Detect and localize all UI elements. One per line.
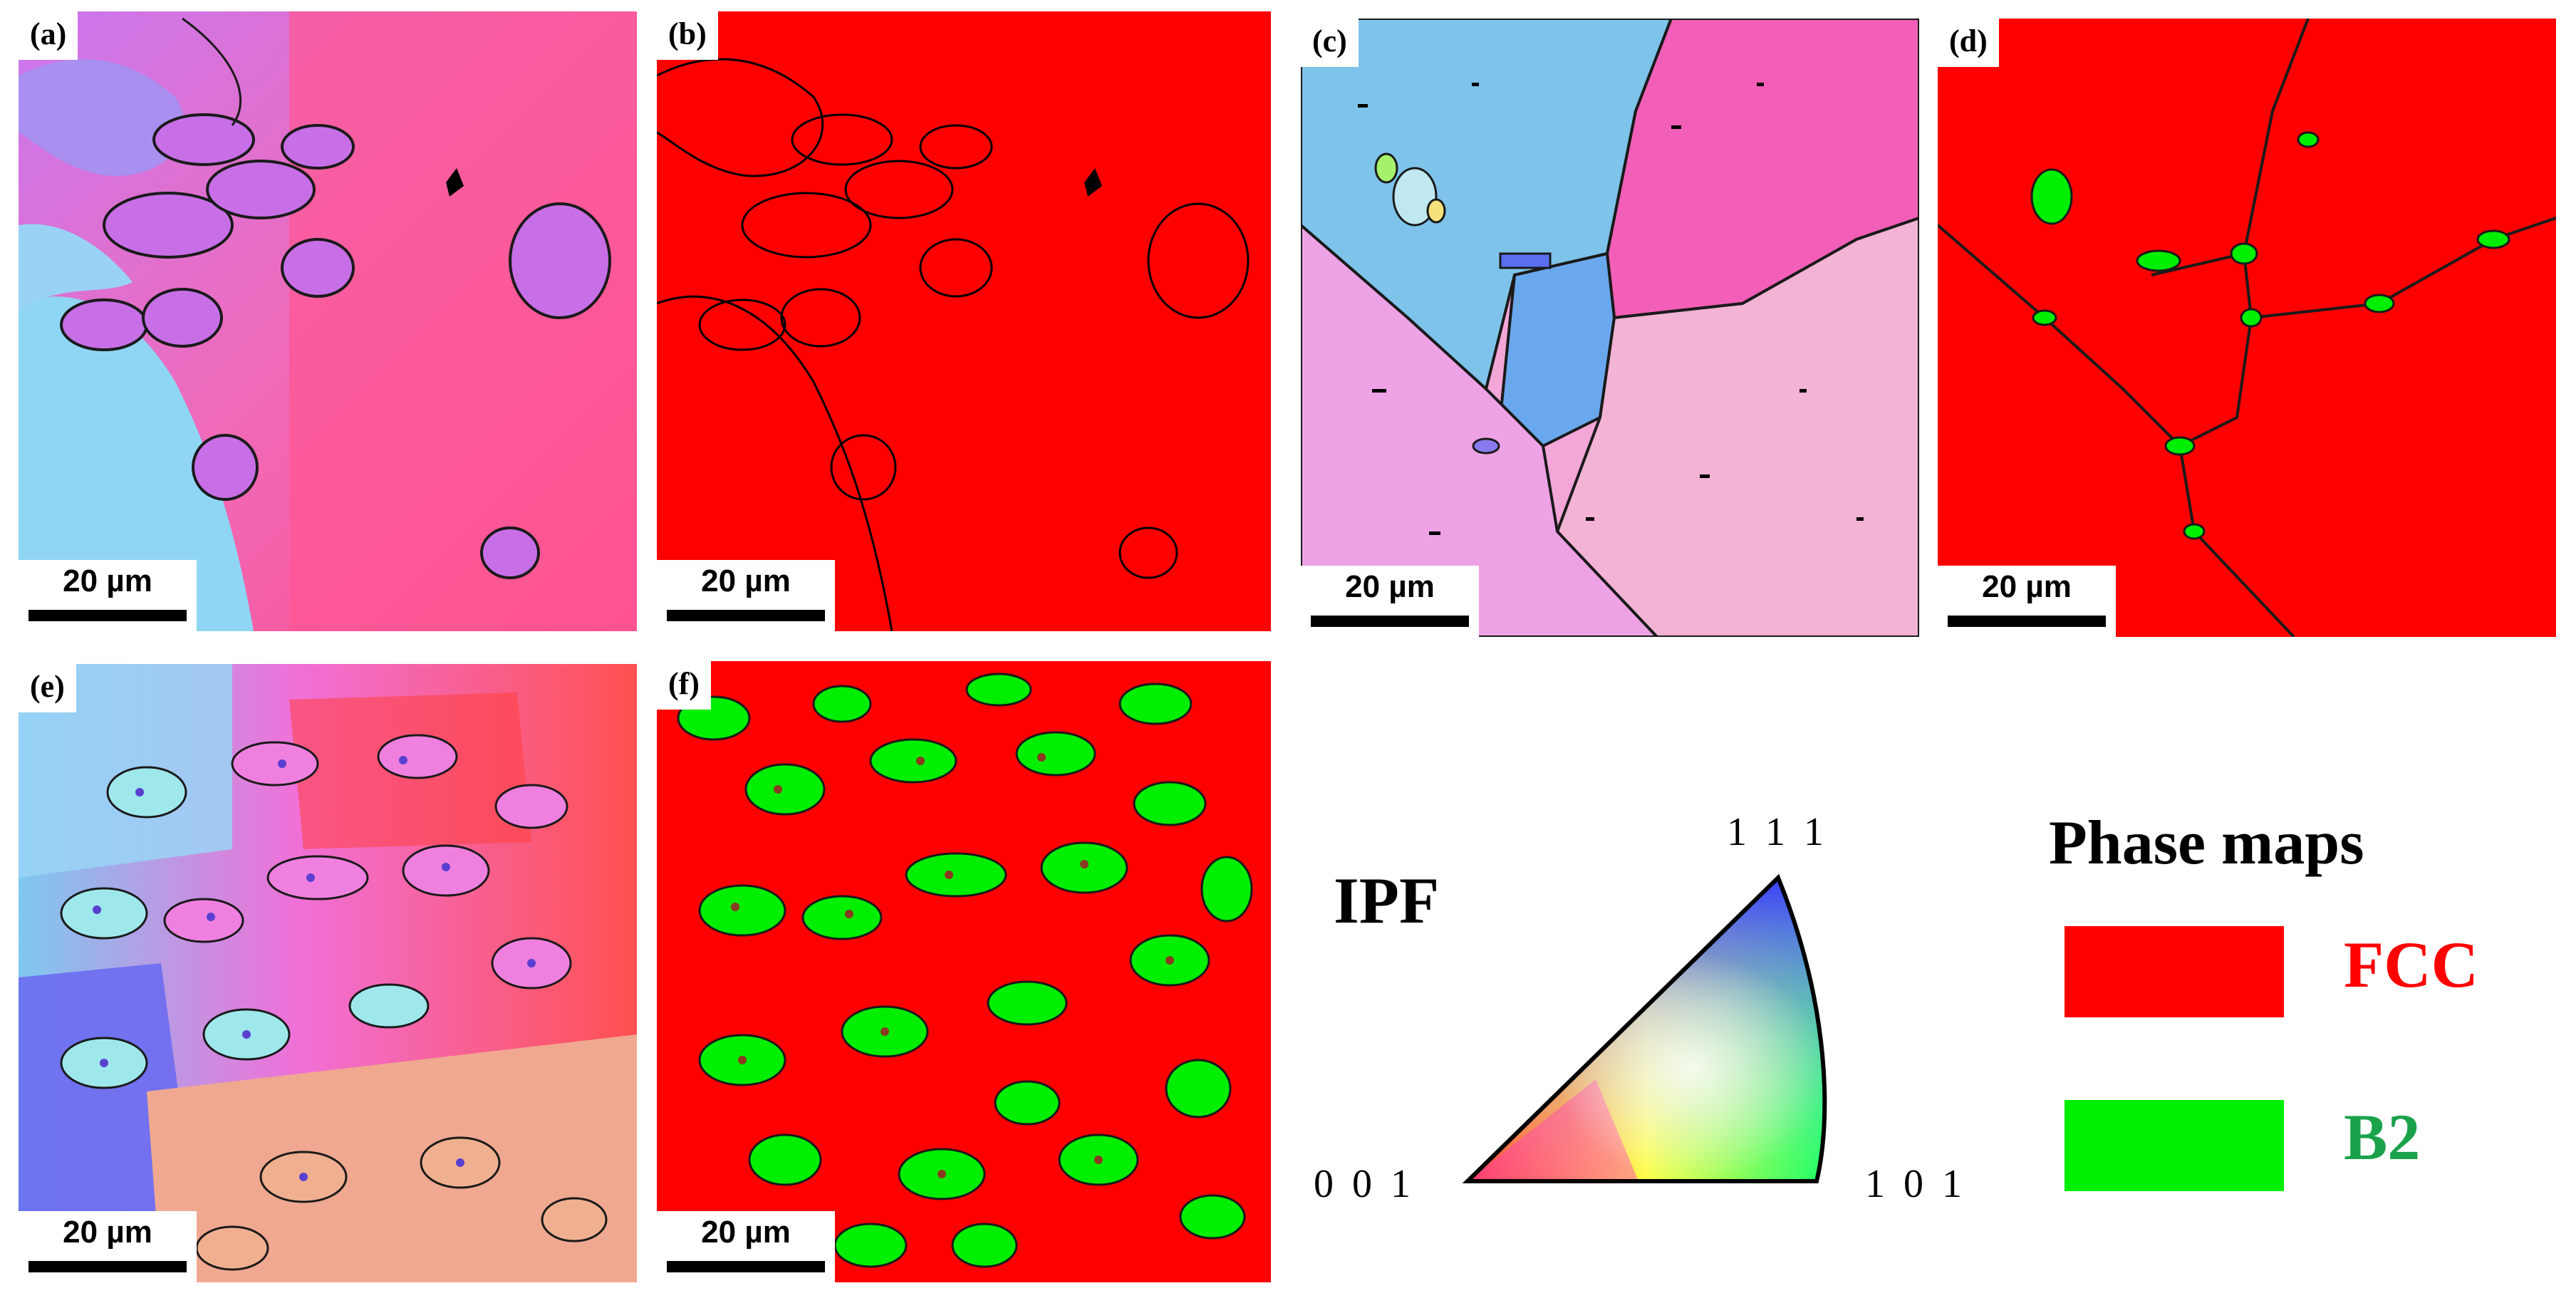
panel-e-scale-bar: 20 µm xyxy=(19,1211,197,1282)
panel-a-scale-bar: 20 µm xyxy=(19,560,197,631)
panel-f-scale-bar-text: 20 µm xyxy=(701,1215,791,1250)
fcc-label: FCC xyxy=(2344,928,2479,1001)
ipf-corner-001-label: 0 0 1 xyxy=(1314,1162,1415,1206)
ipf-corner-101-label: 1 0 1 xyxy=(1865,1162,1966,1206)
panel-e-scale-bar-line xyxy=(28,1261,187,1272)
panel-f-scale-bar-line xyxy=(667,1261,825,1272)
ipf-map-e-image xyxy=(19,664,637,1282)
fcc-swatch xyxy=(2065,926,2284,1017)
panel-d-label: (d) xyxy=(1938,19,1999,67)
phase-map-d-image xyxy=(1938,19,2556,637)
panel-d-scale-bar: 20 µm xyxy=(1938,566,2116,637)
panel-e-label: (e) xyxy=(19,664,76,712)
panel-c-ipf-map: (c) 20 µm xyxy=(1301,19,1919,637)
panel-a-scale-bar-text: 20 µm xyxy=(63,564,152,598)
ipf-legend-title: IPF xyxy=(1334,864,1440,937)
phase-map-f-image xyxy=(657,661,1271,1282)
phase-legend-title: Phase maps xyxy=(2049,809,2364,878)
ipf-legend-triangle xyxy=(1462,873,1827,1183)
ipf-map-c-image xyxy=(1301,19,1919,637)
panel-c-scale-bar: 20 µm xyxy=(1301,566,1479,637)
panel-b-scale-bar-text: 20 µm xyxy=(701,564,791,598)
panel-b-label: (b) xyxy=(657,11,718,60)
panel-a-scale-bar-line xyxy=(28,610,187,621)
panel-c-scale-bar-line xyxy=(1311,616,1469,627)
panel-b-scale-bar: 20 µm xyxy=(657,560,835,631)
panel-f-label: (f) xyxy=(657,661,711,710)
panel-e-scale-bar-text: 20 µm xyxy=(63,1215,152,1250)
b2-swatch xyxy=(2065,1100,2284,1191)
panel-d-scale-bar-line xyxy=(1948,616,2106,627)
panel-a-ipf-map: (a) 20 µm xyxy=(19,11,637,631)
panel-a-label: (a) xyxy=(19,11,78,60)
panel-b-phase-map: (b) 20 µm xyxy=(657,11,1271,631)
ipf-corner-111-label: 1 1 1 xyxy=(1727,810,1828,854)
panel-e-ipf-map: (e) 20 µm xyxy=(19,664,637,1282)
panel-f-phase-map: (f) 20 µm xyxy=(657,661,1271,1282)
panel-d-scale-bar-text: 20 µm xyxy=(1982,569,2072,604)
panel-f-scale-bar: 20 µm xyxy=(657,1211,835,1282)
panel-d-phase-map: (d) 20 µm xyxy=(1938,19,2556,637)
phase-map-b-image xyxy=(657,11,1271,631)
panel-c-scale-bar-text: 20 µm xyxy=(1345,569,1435,604)
b2-label: B2 xyxy=(2344,1101,2421,1173)
panel-c-label: (c) xyxy=(1301,19,1359,67)
ipf-map-a-image xyxy=(19,11,637,631)
panel-b-scale-bar-line xyxy=(667,610,825,621)
